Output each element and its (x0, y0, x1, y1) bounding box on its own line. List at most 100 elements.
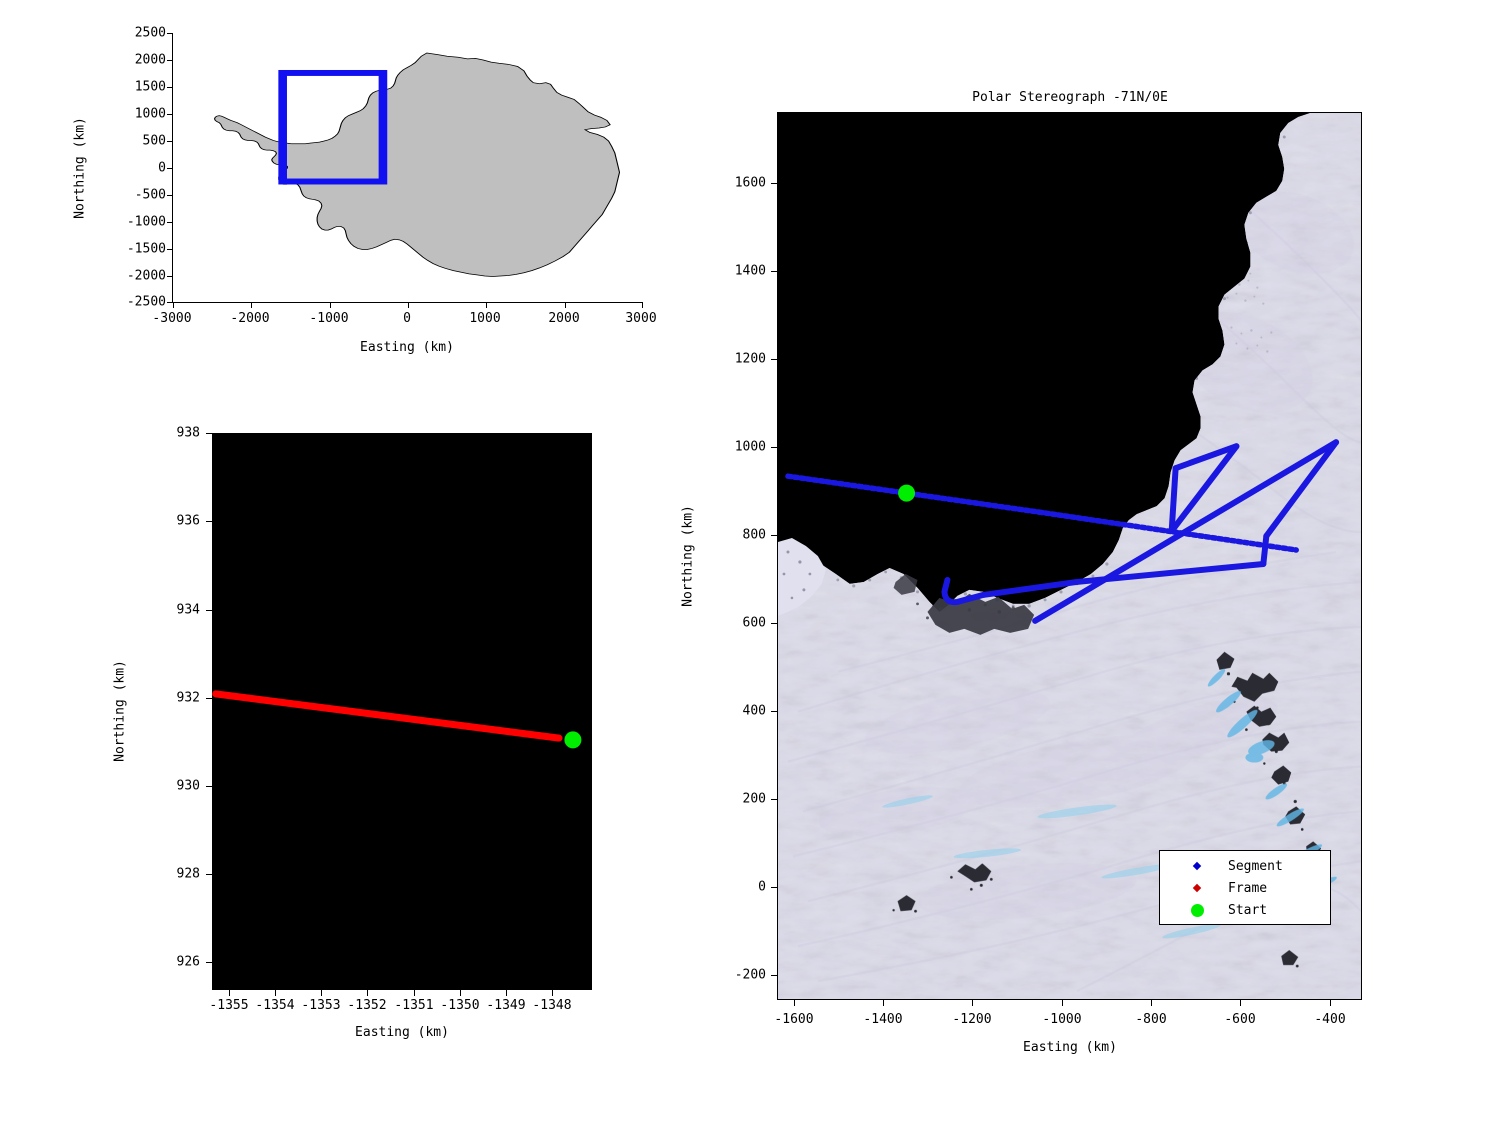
frame-xtick: -1350 (440, 998, 480, 1013)
frame-xtick: -1351 (394, 998, 434, 1013)
overview-xtick: -3000 (152, 311, 192, 326)
tick-mark (275, 990, 276, 996)
tick-mark (167, 276, 173, 277)
tick-mark (408, 302, 409, 308)
frame-ytick: 928 (176, 866, 200, 882)
frame-ytick: 934 (176, 602, 200, 618)
tick-mark (414, 990, 415, 996)
tick-mark (330, 302, 331, 308)
tick-mark (771, 183, 777, 184)
map-ytick: 800 (742, 527, 766, 543)
overview-ytick: -2500 (126, 294, 166, 310)
region-of-interest-rectangle (278, 69, 388, 185)
map-xtick: -1200 (952, 1012, 992, 1027)
tick-mark (251, 302, 252, 308)
map-legend: Segment Frame Start (1159, 850, 1331, 925)
map-xtick: -1400 (863, 1012, 903, 1027)
tick-mark (1151, 1000, 1152, 1006)
frame-xtick: -1355 (209, 998, 249, 1013)
legend-item-frame: Frame (1160, 877, 1330, 899)
overview-ytick: -1000 (126, 214, 166, 230)
overview-ytick: 500 (142, 133, 166, 149)
segment-track (785, 439, 1340, 624)
overview-ytick: 2000 (134, 52, 166, 68)
tick-mark (206, 698, 212, 699)
tick-mark (460, 990, 461, 996)
segment-diamond-icon (1166, 861, 1228, 871)
tick-mark (565, 302, 566, 308)
tick-mark (1330, 1000, 1331, 1006)
tick-mark (321, 990, 322, 996)
start-marker (564, 731, 582, 749)
map-ytick: 1000 (734, 439, 766, 455)
tick-mark (167, 222, 173, 223)
tick-mark (642, 302, 643, 308)
map-ytick: 0 (758, 879, 766, 895)
frame-ytick: 932 (176, 690, 200, 706)
map-xaxis-label: Easting (km) (1023, 1040, 1117, 1055)
overview-xaxis-label: Easting (km) (360, 340, 454, 355)
tick-mark (173, 302, 174, 308)
frame-line (212, 690, 563, 742)
tick-mark (206, 786, 212, 787)
map-xtick: -1600 (774, 1012, 814, 1027)
tick-mark (1062, 1000, 1063, 1006)
antarctica-overview-panel: 2500 2000 1500 1000 500 0 -500 -1000 -15… (0, 0, 680, 400)
overview-yaxis-label: Northing (km) (72, 117, 88, 219)
frame-ytick: 938 (176, 425, 200, 441)
tick-mark (167, 168, 173, 169)
tick-mark (206, 962, 212, 963)
map-title: Polar Stereograph -71N/0E (972, 90, 1168, 105)
tick-mark (367, 990, 368, 996)
tick-mark (167, 141, 173, 142)
tick-mark (771, 535, 777, 536)
frame-xtick: -1349 (486, 998, 526, 1013)
frame-yaxis-label: Northing (km) (112, 660, 128, 762)
map-xtick: -600 (1224, 1012, 1256, 1027)
flight-track-map-panel: Polar Stereograph -71N/0E (681, 60, 1500, 1070)
tick-mark (771, 447, 777, 448)
frame-xtick: -1353 (301, 998, 341, 1013)
tick-mark (167, 87, 173, 88)
map-ytick: 600 (742, 615, 766, 631)
tick-mark (167, 60, 173, 61)
overview-xtick: 1000 (469, 311, 501, 326)
overview-ytick: 1500 (134, 79, 166, 95)
legend-label-segment: Segment (1228, 858, 1283, 874)
tick-mark (771, 359, 777, 360)
tick-mark (771, 271, 777, 272)
tick-mark (206, 433, 212, 434)
map-yaxis-label: Northing (km) (680, 505, 696, 607)
start-marker (898, 484, 916, 502)
overview-ytick: -1500 (126, 241, 166, 257)
legend-label-frame: Frame (1228, 880, 1268, 896)
overview-ytick: 2500 (134, 25, 166, 41)
frame-ytick: 936 (176, 513, 200, 529)
tick-mark (771, 623, 777, 624)
legend-item-start: Start (1160, 899, 1330, 921)
map-ytick: 200 (742, 791, 766, 807)
frame-xtick: -1352 (347, 998, 387, 1013)
frame-ytick: 926 (176, 954, 200, 970)
tick-mark (167, 195, 173, 196)
tick-mark (794, 1000, 795, 1006)
map-ytick: -200 (734, 967, 766, 983)
overview-xtick: 3000 (625, 311, 657, 326)
map-xtick: -400 (1314, 1012, 1346, 1027)
tick-mark (229, 990, 230, 996)
overview-xtick: 2000 (548, 311, 580, 326)
frame-diamond-icon (1166, 883, 1228, 893)
frame-ytick: 930 (176, 778, 200, 794)
map-xtick: -1000 (1042, 1012, 1082, 1027)
overview-plot-area (167, 33, 643, 308)
frame-track-plot (212, 690, 582, 749)
tick-mark (206, 874, 212, 875)
map-ytick: 400 (742, 703, 766, 719)
tick-mark (552, 990, 553, 996)
tick-mark (771, 975, 777, 976)
overview-xtick: 0 (403, 311, 411, 326)
map-ytick: 1200 (734, 351, 766, 367)
overview-xtick: -2000 (230, 311, 270, 326)
overview-ytick: 0 (158, 160, 166, 176)
tick-mark (167, 33, 173, 34)
